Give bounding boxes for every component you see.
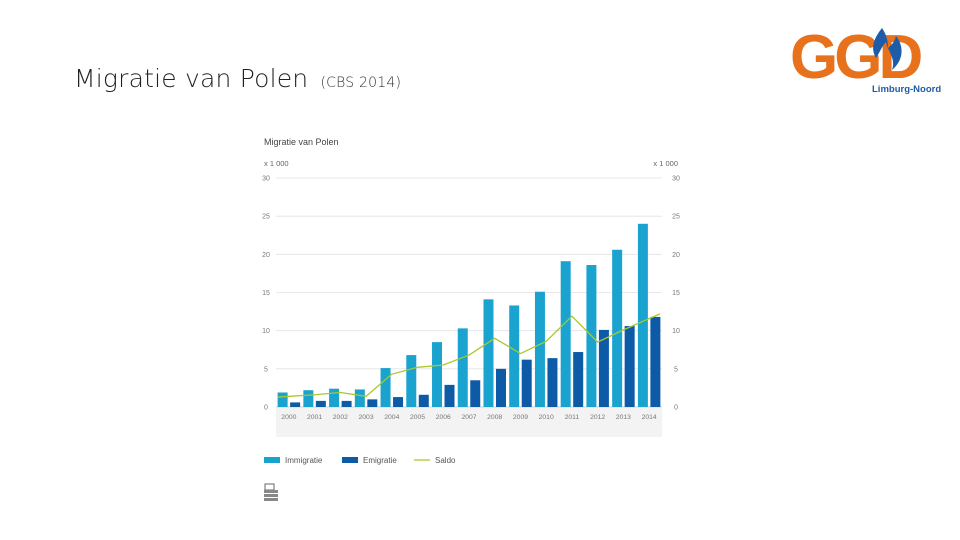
y-tick-left-label: 5 [264, 366, 268, 373]
y-tick-left-label: 15 [262, 290, 270, 297]
y-tick-left-label: 30 [262, 176, 270, 183]
x-tick-label: 2003 [359, 414, 374, 421]
bar-emigratie-2006 [444, 384, 455, 407]
y-tick-left-label: 20 [262, 252, 270, 259]
legend-label-emigratie: Emigratie [363, 456, 397, 465]
document-stack-icon [264, 483, 278, 501]
y-axis-left-label: x 1 000 [264, 159, 289, 168]
y-tick-left-label: 25 [262, 214, 270, 221]
x-axis-band [276, 407, 662, 437]
x-tick-label: 2013 [616, 414, 631, 421]
chart-saldo-line [277, 313, 661, 398]
bar-immigratie-2008 [483, 299, 494, 407]
legend-label-immigratie: Immigratie [285, 456, 323, 465]
bar-emigratie-2008 [495, 368, 506, 407]
bar-emigratie-2002 [341, 400, 352, 407]
x-tick-label: 2007 [461, 414, 476, 421]
chart-background [256, 128, 690, 500]
y-tick-right-label: 30 [672, 176, 680, 183]
x-tick-label: 2012 [590, 414, 605, 421]
slide-title-source: (CBS 2014) [320, 75, 402, 91]
bar-emigratie-2000 [290, 402, 301, 407]
bar-immigratie-2013 [612, 249, 623, 407]
bar-emigratie-2014 [650, 316, 661, 407]
y-tick-right-label: 20 [672, 252, 680, 259]
bar-emigratie-2013 [624, 326, 635, 407]
x-tick-label: 2002 [333, 414, 348, 421]
ggd-logo: GGD Limburg-Noord [790, 23, 941, 95]
logo-flame-icon [873, 28, 902, 70]
bar-immigratie-2011 [560, 261, 571, 407]
bar-immigratie-2005 [406, 355, 417, 407]
chart-legend: Immigratie Emigratie Saldo [264, 456, 456, 465]
bar-immigratie-2006 [432, 342, 443, 407]
chart-gridlines [276, 177, 662, 437]
y-tick-right-label: 0 [674, 405, 678, 412]
x-tick-label: 2006 [436, 414, 451, 421]
y-tick-right-label: 10 [672, 328, 680, 335]
legend-swatch-immigratie [264, 457, 280, 463]
bar-immigratie-2001 [303, 390, 314, 407]
bar-immigratie-2002 [329, 388, 340, 407]
y-axis-right-label: x 1 000 [653, 159, 678, 168]
x-tick-label: 2009 [513, 414, 528, 421]
bar-immigratie-2000 [277, 392, 288, 407]
bar-emigratie-2001 [315, 400, 326, 407]
bar-emigratie-2011 [573, 352, 584, 407]
legend-label-saldo: Saldo [435, 456, 456, 465]
slide-title: Migratie van Polen (CBS 2014) [74, 64, 401, 93]
bar-emigratie-2003 [367, 399, 378, 407]
bar-immigratie-2009 [509, 305, 520, 407]
x-tick-label: 2000 [281, 414, 296, 421]
chart-y-ticks: 0 0 5 5 10 10 15 15 20 20 25 25 30 30 [262, 176, 680, 412]
y-tick-left-label: 10 [262, 328, 270, 335]
migration-chart: Migratie van Polen x 1 000 x 1 000 0 0 5 5 1… [256, 128, 690, 500]
y-tick-right-label: 15 [672, 290, 680, 297]
y-tick-right-label: 25 [672, 214, 680, 221]
y-tick-left-label: 0 [264, 405, 268, 412]
bar-immigratie-2004 [380, 368, 391, 407]
x-tick-label: 2005 [410, 414, 425, 421]
logo-subtitle: Limburg-Noord [872, 84, 941, 95]
bar-emigratie-2009 [521, 359, 532, 407]
x-tick-label: 2004 [384, 414, 399, 421]
x-tick-label: 2011 [565, 414, 580, 421]
bar-immigratie-2003 [354, 389, 365, 407]
bar-emigratie-2012 [598, 329, 609, 407]
logo-wordmark: GGD [790, 23, 921, 92]
x-tick-label: 2008 [487, 414, 502, 421]
x-tick-label: 2014 [642, 414, 657, 421]
bar-immigratie-2007 [457, 328, 468, 407]
slide-title-text: Migratie van Polen [74, 64, 309, 93]
x-tick-label: 2001 [307, 414, 322, 421]
legend-swatch-emigratie [342, 457, 358, 463]
bar-emigratie-2010 [547, 358, 558, 407]
bar-immigratie-2014 [637, 223, 648, 407]
x-tick-label: 2010 [539, 414, 554, 421]
bar-emigratie-2007 [470, 380, 481, 407]
chart-title: Migratie van Polen [264, 137, 339, 147]
y-tick-right-label: 5 [674, 366, 678, 373]
chart-x-ticks: 2000 2001 2002 2003 2004 2005 2006 2007 2008 2009… [281, 414, 657, 421]
bar-emigratie-2004 [393, 397, 404, 407]
bar-immigratie-2010 [534, 291, 545, 407]
bar-emigratie-2005 [418, 394, 429, 407]
